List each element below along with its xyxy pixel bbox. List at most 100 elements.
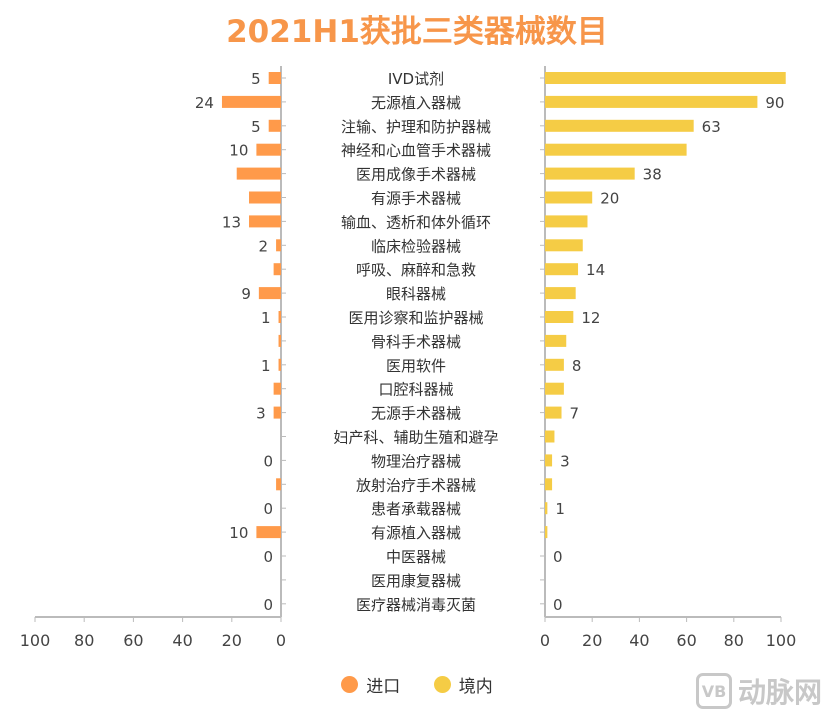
category-label: 无源植入器械	[371, 94, 461, 112]
domestic-data-label: 7	[570, 405, 580, 423]
category-label: 医用软件	[386, 357, 446, 375]
import-bar	[276, 239, 281, 252]
category-label: 有源手术器械	[371, 190, 461, 208]
import-bar	[268, 72, 281, 84]
legend-item-import[interactable]: 进口	[341, 672, 400, 697]
import-data-label: 10	[229, 524, 248, 542]
import-data-label: 0	[263, 596, 273, 614]
domestic-bar	[545, 526, 548, 539]
domestic-bar	[545, 382, 564, 395]
legend-label-import: 进口	[366, 677, 401, 697]
right-x-tick-label: 60	[676, 631, 696, 650]
import-data-label: 5	[251, 118, 261, 136]
import-data-label: 24	[195, 94, 214, 112]
category-label: 妇产科、辅助生殖和避孕	[333, 429, 498, 447]
watermark-text: 动脉网	[737, 676, 822, 709]
import-bar	[221, 95, 281, 108]
import-data-label: 10	[229, 142, 248, 160]
left-x-tick-label: 100	[20, 631, 51, 650]
right-x-tick-label: 100	[766, 631, 797, 650]
import-bar	[278, 311, 281, 323]
category-label: 注输、护理和防护器械	[341, 118, 491, 136]
import-bar	[268, 119, 281, 132]
import-bar	[249, 191, 281, 204]
domestic-data-label: 14	[586, 261, 605, 279]
import-data-label: 13	[222, 213, 241, 231]
left-x-tick-label: 60	[123, 631, 143, 650]
domestic-bar	[545, 143, 687, 156]
domestic-bar	[545, 119, 694, 132]
category-label: 医用成像手术器械	[356, 166, 476, 184]
domestic-data-label: 12	[581, 309, 600, 327]
import-bar	[256, 526, 281, 539]
domestic-data-label: 90	[765, 94, 784, 112]
domestic-bar	[545, 502, 548, 515]
domestic-bar	[545, 334, 567, 347]
category-label: 呼吸、麻醉和急救	[356, 261, 476, 279]
right-x-tick-label: 20	[582, 631, 602, 650]
import-bar	[273, 406, 281, 419]
left-x-tick-label: 40	[172, 631, 192, 650]
category-label: 中医器械	[386, 548, 446, 566]
import-data-label: 1	[261, 309, 271, 327]
watermark: VB 动脉网	[695, 671, 822, 711]
domestic-data-label: 8	[572, 357, 582, 375]
right-x-tick-label: 0	[540, 631, 550, 650]
domestic-bar	[545, 167, 635, 180]
category-label: 临床检验器械	[371, 237, 461, 255]
import-data-label: 1	[261, 357, 271, 375]
domestic-data-label: 1	[555, 500, 565, 518]
domestic-bar	[545, 191, 593, 204]
category-label: 有源植入器械	[371, 524, 461, 542]
category-label: 骨科手术器械	[371, 333, 461, 351]
category-label: 神经和心血管手术器械	[341, 142, 491, 160]
legend-marker-domestic	[433, 676, 451, 693]
import-data-label: 0	[263, 452, 273, 470]
category-label: 输血、透析和体外循环	[341, 213, 491, 231]
import-bar	[276, 478, 281, 491]
legend-marker-import	[341, 676, 359, 693]
import-bar	[278, 334, 281, 347]
domestic-data-label: 0	[553, 596, 563, 614]
import-data-label: 2	[259, 237, 269, 255]
domestic-data-label: 38	[643, 166, 662, 184]
category-label: 医用诊察和监护器械	[348, 309, 483, 327]
import-bar	[278, 358, 281, 371]
chart-title: 2021H1获批三类器械数目	[226, 14, 608, 50]
import-bar	[258, 287, 281, 300]
domestic-bar	[545, 311, 574, 323]
category-label: 口腔科器械	[378, 381, 453, 399]
legend-label-domestic: 境内	[458, 677, 493, 697]
import-data-label: 9	[241, 285, 251, 303]
domestic-bar	[545, 72, 786, 84]
domestic-bar	[545, 406, 562, 419]
category-label: 医用康复器械	[371, 572, 461, 590]
left-x-tick-label: 0	[276, 631, 286, 650]
domestic-bar	[545, 358, 564, 371]
import-data-label: 3	[256, 405, 266, 423]
domestic-bar	[545, 239, 583, 252]
domestic-data-label: 63	[702, 118, 721, 136]
category-label: 无源手术器械	[371, 405, 461, 423]
import-bar	[273, 263, 281, 276]
domestic-bar	[545, 263, 579, 276]
legend: 进口 境内	[0, 672, 834, 698]
left-x-tick-label: 80	[74, 631, 94, 650]
domestic-data-label: 20	[600, 190, 619, 208]
import-bar	[256, 143, 281, 156]
import-bar	[249, 215, 281, 228]
right-x-tick-label: 80	[724, 631, 744, 650]
domestic-bar	[545, 430, 555, 443]
import-data-label: 0	[263, 500, 273, 518]
category-label: 放射治疗手术器械	[356, 476, 476, 494]
right-x-tick-label: 40	[629, 631, 649, 650]
left-x-tick-label: 20	[222, 631, 242, 650]
category-label: 物理治疗器械	[371, 452, 461, 470]
domestic-data-label: 0	[553, 548, 563, 566]
category-label: IVD试剂	[388, 70, 444, 88]
import-data-label: 0	[263, 548, 273, 566]
watermark-logo-icon: VB	[695, 673, 732, 709]
legend-item-domestic[interactable]: 境内	[433, 672, 493, 697]
